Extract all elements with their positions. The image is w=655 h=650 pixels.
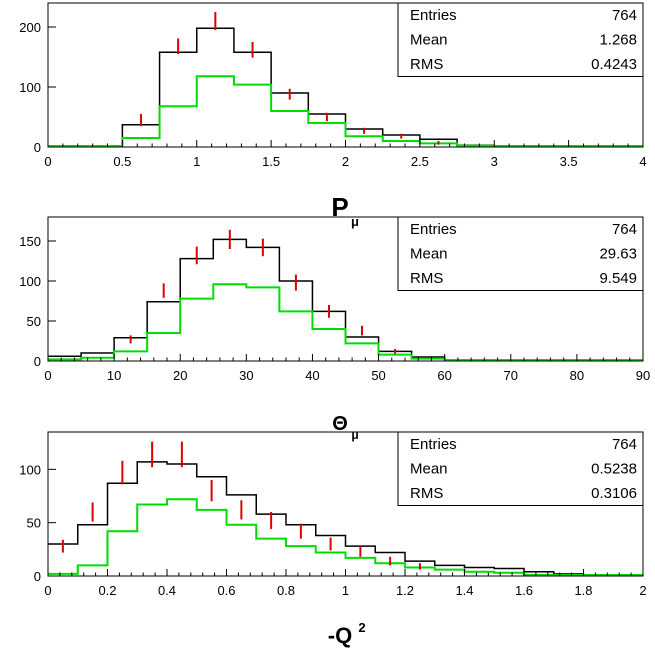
x-tick-label: 10 [107,368,121,383]
y-tick-label: 50 [27,516,41,531]
x-axis-label: Θ [332,413,348,435]
y-tick-label: 100 [19,274,41,289]
x-tick-label: 0 [44,368,51,383]
x-tick-label: 1 [193,154,200,169]
stats-value-rms: 9.549 [599,270,637,287]
x-tick-label: 1 [342,583,349,598]
x-tick-label: 2 [639,583,646,598]
x-tick-label: 60 [437,368,451,383]
stats-label-rms: RMS [410,270,443,287]
stats-box: Entries 764 Mean 1.268 RMS 0.4243 [397,2,644,77]
histogram-line-green [48,498,643,576]
stats-label-rms: RMS [410,485,443,502]
stats-value-mean: 0.5238 [591,461,637,478]
x-axis-label: P [331,192,348,222]
x-axis-title: -Q 2 [328,620,366,648]
stats-value-mean: 29.63 [599,246,637,263]
x-tick-label: 2.5 [411,154,429,169]
x-tick-label: 1.2 [396,583,414,598]
x-tick-label: 0.2 [98,583,116,598]
x-tick-label: 0 [44,154,51,169]
x-tick-label: 70 [504,368,518,383]
x-tick-label: 4 [639,154,646,169]
panel-3: 0 0.2 0.4 0.6 0.8 1 1.2 1.4 1.6 1.8 2 0 50 100 Entries… [19,431,647,648]
stats-label-mean: Mean [410,246,448,263]
stats-value-rms: 0.4243 [591,56,637,73]
x-tick-label: 40 [305,368,319,383]
x-tick-label: 50 [371,368,385,383]
y-tick-label: 200 [19,20,41,35]
stats-box-frame [397,216,644,291]
x-axis-label-superscript: 2 [358,620,365,635]
y-tick-label: 50 [27,314,41,329]
stats-value-rms: 0.3106 [591,485,637,502]
stats-label-mean: Mean [410,32,448,49]
y-tick-label: 150 [19,234,41,249]
x-tick-label: 3 [491,154,498,169]
panel-2: 0 10 20 30 40 50 60 70 80 90 0 50 100 150 Entries 764 Me… [19,216,650,442]
y-tick-label: 0 [34,354,41,369]
stats-label-mean: Mean [410,461,448,478]
x-tick-label: 0.4 [158,583,176,598]
x-axis-label-subscript: μ [351,214,359,229]
y-tick-label: 0 [34,140,41,155]
x-tick-label: 0.6 [217,583,235,598]
stats-box: Entries 764 Mean 0.5238 RMS 0.3106 [397,431,644,506]
stats-value-entries: 764 [612,221,637,238]
x-axis-label: -Q [328,623,352,648]
panel-1: 0 0.5 1 1.5 2 2.5 3 3.5 4 0 100 200 Entries 764 Mean 1.… [19,2,647,229]
x-tick-label: 1.6 [515,583,533,598]
x-tick-label: 1.5 [262,154,280,169]
stats-value-mean: 1.268 [599,32,637,49]
x-tick-label: 20 [173,368,187,383]
x-tick-label: 3.5 [560,154,578,169]
stats-box-frame [397,431,644,506]
x-tick-label: 0.5 [113,154,131,169]
stats-box: Entries 764 Mean 29.63 RMS 9.549 [397,216,644,291]
x-tick-label: 2 [342,154,349,169]
stats-label-entries: Entries [410,221,457,238]
stats-label-entries: Entries [410,7,457,24]
histogram-line-green [48,283,643,361]
histogram-line-green [48,75,643,147]
x-tick-label: 30 [239,368,253,383]
x-tick-label: 1.4 [455,583,473,598]
stats-value-entries: 764 [612,436,637,453]
y-tick-label: 0 [34,569,41,584]
stats-label-entries: Entries [410,436,457,453]
x-tick-label: 1.8 [574,583,592,598]
x-tick-label: 90 [636,368,650,383]
y-tick-label: 100 [19,80,41,95]
stats-box-frame [397,2,644,77]
x-tick-label: 0 [44,583,51,598]
x-axis-label-subscript: μ [351,428,358,442]
stats-value-entries: 764 [612,7,637,24]
x-tick-label: 80 [570,368,584,383]
y-tick-label: 100 [19,462,41,477]
x-tick-label: 0.8 [277,583,295,598]
stats-label-rms: RMS [410,56,443,73]
